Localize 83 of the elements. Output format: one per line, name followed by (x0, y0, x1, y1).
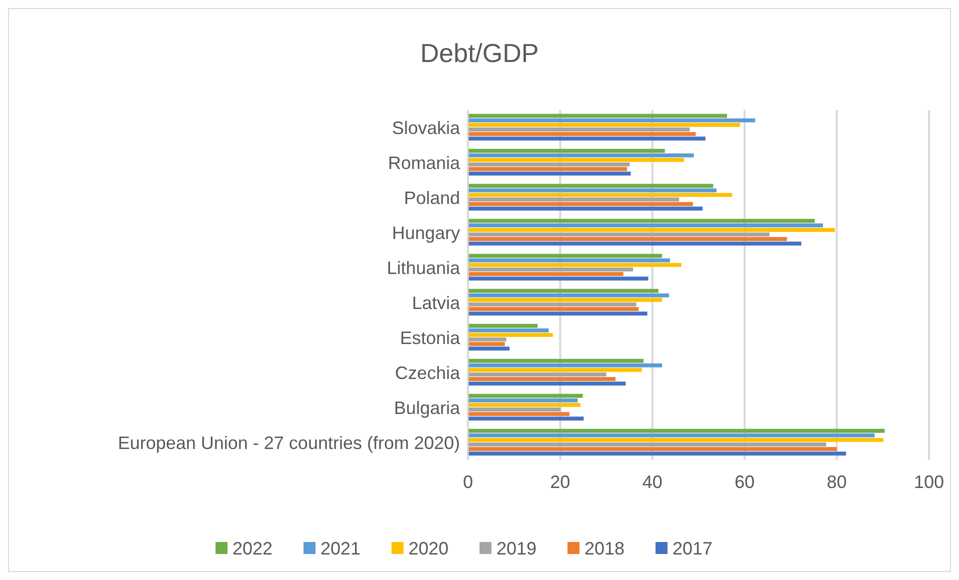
bar (468, 442, 826, 446)
bar (468, 324, 538, 328)
bar (468, 148, 665, 153)
bar (468, 452, 846, 456)
x-tick-label: 0 (462, 472, 474, 492)
bar (468, 167, 628, 171)
bar (468, 447, 837, 451)
bar (468, 184, 714, 188)
bar (468, 402, 580, 407)
y-tick-label: Czechia (394, 362, 461, 383)
bar (468, 312, 648, 316)
bar (468, 346, 510, 351)
legend-label: 2020 (408, 538, 449, 558)
bar (468, 398, 578, 402)
x-tick-label: 80 (826, 472, 847, 492)
bar (468, 272, 624, 276)
bar (468, 307, 639, 311)
bar (468, 382, 626, 386)
bar (468, 192, 732, 197)
bar (468, 254, 662, 258)
bar (468, 122, 740, 127)
bar (468, 153, 694, 158)
bar (468, 218, 815, 223)
bar (468, 293, 669, 298)
y-tick-label: Hungary (392, 222, 460, 243)
bar (468, 288, 658, 293)
bar (468, 258, 670, 262)
y-tick-label: Romania (388, 152, 461, 173)
bar (468, 206, 703, 211)
y-tick-label: Bulgaria (394, 398, 461, 418)
bar (468, 412, 570, 416)
bar (468, 298, 662, 302)
bar (468, 433, 875, 438)
bar (468, 368, 642, 372)
y-tick-label: European Union - 27 countries (from 2020) (118, 432, 460, 453)
bar (468, 416, 584, 421)
bar (468, 118, 756, 122)
bar (468, 188, 716, 192)
legend-label: 2017 (672, 538, 713, 558)
bar (468, 394, 583, 398)
x-tick-label: 20 (550, 472, 570, 492)
bar (468, 242, 802, 246)
bar (468, 237, 788, 241)
bar (468, 172, 631, 176)
bar (468, 338, 506, 342)
legend-label: 2021 (320, 538, 361, 558)
bar (468, 428, 885, 433)
y-tick-label: Lithuania (386, 258, 461, 278)
bar (468, 202, 693, 206)
bar (468, 438, 884, 442)
chart-title: Debt/GDP (420, 38, 539, 68)
bar (468, 158, 684, 162)
y-tick-label: Latvia (412, 292, 461, 313)
bar (468, 228, 835, 232)
bar (468, 198, 680, 202)
bar (468, 302, 636, 306)
x-tick-label: 60 (734, 472, 755, 492)
bar (468, 276, 648, 281)
bar (468, 136, 706, 141)
legend-label: 2022 (232, 538, 273, 558)
bar (468, 328, 549, 332)
bar (468, 232, 770, 236)
bar (468, 132, 696, 136)
bar (468, 408, 561, 412)
bar (468, 342, 505, 346)
x-tick-label: 40 (642, 472, 662, 492)
legend-label: 2018 (584, 538, 625, 558)
bar (468, 372, 606, 376)
bar (468, 332, 553, 337)
y-tick-label: Estonia (400, 328, 461, 348)
y-tick-label: Poland (404, 188, 460, 208)
bar (468, 162, 630, 166)
y-tick-label: Slovakia (392, 118, 461, 138)
bar (468, 358, 644, 363)
bar (468, 223, 823, 228)
bar (468, 114, 728, 118)
bar (468, 268, 634, 272)
bar (468, 128, 690, 132)
bar (468, 377, 616, 381)
bar (468, 363, 662, 368)
legend-label: 2019 (496, 538, 537, 558)
bar (468, 262, 682, 267)
x-tick-label: 100 (914, 472, 944, 492)
